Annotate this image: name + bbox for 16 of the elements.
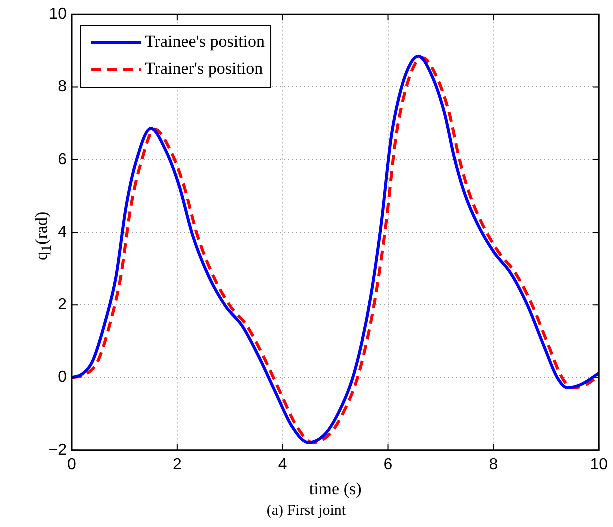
x-tick-label: 4 <box>278 456 288 474</box>
x-tick-label: 2 <box>172 456 182 474</box>
y-tick-label: 8 <box>58 78 68 96</box>
y-tick-label: −2 <box>48 442 68 459</box>
x-tick-label: 8 <box>489 456 498 474</box>
y-tick-label: 4 <box>58 224 68 241</box>
x-axis-title: time (s) <box>309 479 362 498</box>
text: (a) First joint <box>266 503 348 520</box>
y-tick-label: 6 <box>58 151 68 168</box>
y-tick-label: 0 <box>58 369 68 386</box>
y-tick-label: 10 <box>49 6 68 24</box>
legend-label: Trainee's position <box>145 32 266 52</box>
legend-label: Trainer's position <box>145 59 264 78</box>
x-tick-label: 10 <box>590 456 608 474</box>
x-tick-label: 6 <box>384 456 393 474</box>
y-tick-label: 2 <box>58 296 68 314</box>
